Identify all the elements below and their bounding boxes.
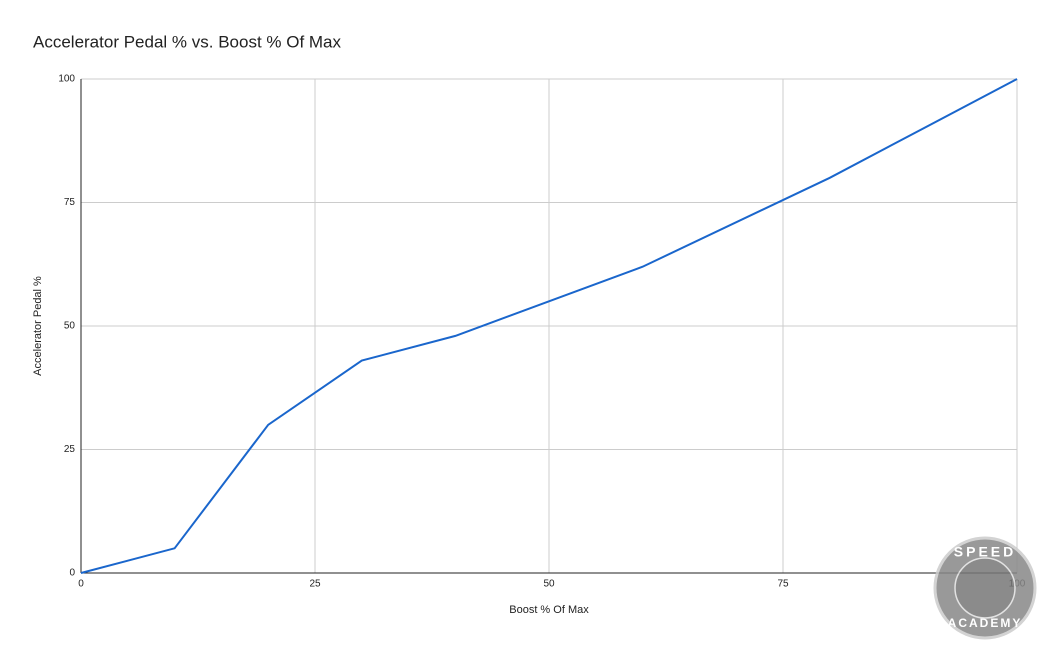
y-axis-label: Accelerator Pedal %	[32, 276, 44, 376]
chart-title: Accelerator Pedal % vs. Boost % Of Max	[33, 32, 342, 51]
x-tick-label: 75	[777, 579, 789, 590]
x-tick-label: 0	[78, 579, 84, 590]
y-tick-label: 75	[64, 197, 76, 208]
data-line	[80, 78, 1018, 574]
y-tick-label: 100	[58, 74, 75, 85]
watermark-inner	[954, 557, 1016, 619]
y-tick-label: 50	[64, 321, 76, 332]
x-tick-label: 50	[543, 579, 555, 590]
x-tick-label: 25	[309, 579, 321, 590]
watermark-text: ACADEMY	[948, 616, 1023, 630]
y-tick-label: 25	[64, 444, 76, 455]
y-tick-label: 0	[69, 568, 75, 579]
x-axis-label: Boost % Of Max	[509, 604, 589, 616]
watermark: SPEED ACADEMY	[933, 536, 1037, 640]
watermark-text: SPEED	[954, 544, 1016, 560]
